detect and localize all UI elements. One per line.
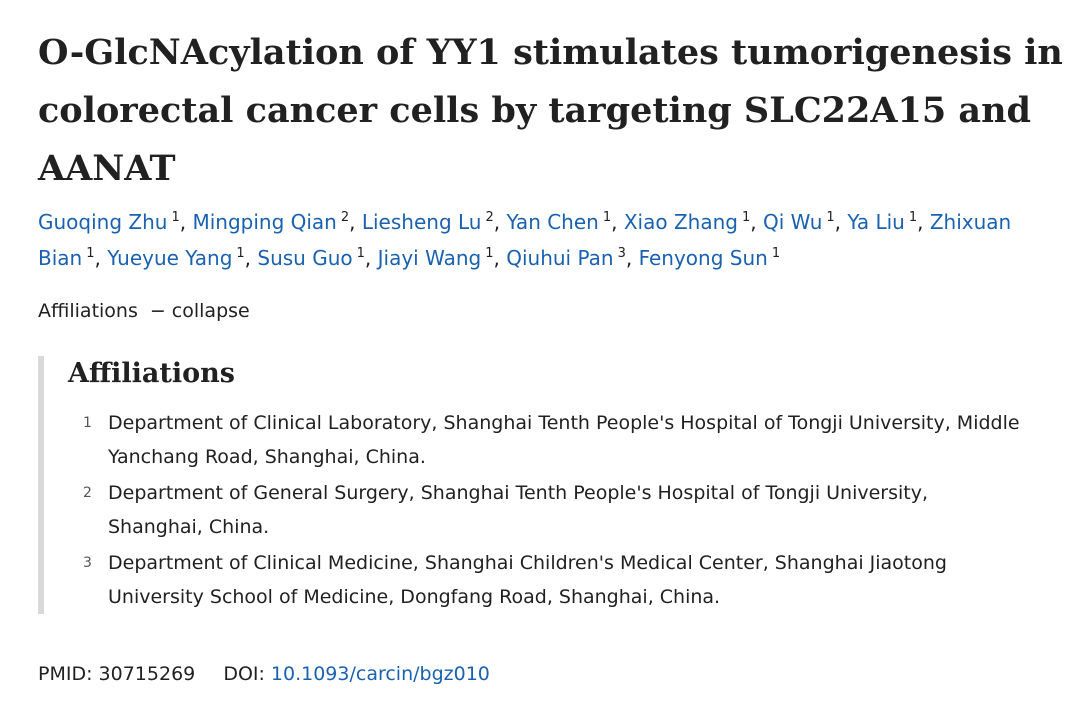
affiliation-item: 1 Department of Clinical Laboratory, Sha…	[68, 406, 1028, 474]
author-link[interactable]: Ya Liu	[847, 210, 905, 234]
author-item: Yan Chen 1,	[506, 210, 624, 234]
author-affiliation-number[interactable]: 1	[908, 210, 918, 225]
author-link[interactable]: Yan Chen	[506, 210, 599, 234]
affiliation-number: 3	[83, 555, 92, 571]
pmid-value: 30715269	[98, 663, 196, 685]
doi-link[interactable]: 10.1093/carcin/bgz010	[270, 663, 490, 685]
author-link[interactable]: Mingping Qian	[192, 210, 337, 234]
author-affiliation-number[interactable]: 1	[741, 210, 751, 225]
affiliations-toggle[interactable]: Affiliations − collapse	[38, 296, 250, 326]
author-affiliation-number[interactable]: 1	[826, 210, 835, 225]
author-item: Qi Wu 1,	[762, 210, 848, 234]
affiliation-item: 2 Department of General Surgery, Shangha…	[68, 476, 1028, 544]
affiliation-number: 2	[83, 485, 92, 501]
author-item: Mingping Qian 2,	[192, 210, 362, 234]
affiliations-panel: Affiliations 1 Department of Clinical La…	[38, 356, 1044, 614]
author-link[interactable]: Yueyue Yang	[107, 246, 233, 270]
collapse-link[interactable]: collapse	[171, 300, 250, 322]
author-link[interactable]: Jiayi Wang	[377, 246, 482, 270]
author-link[interactable]: Zhixuan Bian	[38, 210, 1012, 270]
author-affiliation-number[interactable]: 1	[356, 246, 365, 261]
author-item: Fenyong Sun 1	[639, 246, 781, 270]
affiliations-list: 1 Department of Clinical Laboratory, Sha…	[68, 406, 1028, 616]
author-link[interactable]: Fenyong Sun	[638, 246, 768, 270]
author-link[interactable]: Qi Wu	[762, 210, 823, 234]
affiliation-text: Department of General Surgery, Shanghai …	[108, 482, 929, 538]
author-link[interactable]: Guoqing Zhu	[38, 210, 168, 234]
author-link[interactable]: Qiuhui Pan	[506, 246, 614, 270]
author-affiliation-number[interactable]: 1	[602, 210, 612, 225]
author-item: Qiuhui Pan 3,	[506, 246, 639, 270]
article-identifiers: PMID: 30715269 DOI: 10.1093/carcin/bgz010	[38, 658, 490, 690]
author-affiliation-number[interactable]: 3	[617, 246, 626, 261]
affiliation-item: 3 Department of Clinical Medicine, Shang…	[68, 546, 1028, 614]
author-link[interactable]: Xiao Zhang	[623, 210, 738, 234]
affiliation-number: 1	[83, 415, 92, 431]
author-list: Guoqing Zhu 1, Mingping Qian 2, Liesheng L…	[38, 204, 1068, 276]
author-affiliation-number[interactable]: 1	[171, 210, 180, 225]
author-affiliation-number[interactable]: 2	[340, 210, 350, 225]
pmid-label: PMID:	[38, 663, 93, 685]
author-item: Zhixuan Bian 1,	[38, 210, 1012, 270]
author-item: Guoqing Zhu 1,	[38, 210, 193, 234]
collapse-dash-icon: −	[149, 300, 166, 322]
article-title: O-GlcNAcylation of YY1 stimulates tumori…	[38, 32, 1063, 189]
author-affiliation-number[interactable]: 1	[485, 246, 494, 261]
affiliations-toggle-label: Affiliations	[38, 300, 138, 322]
author-item: Ya Liu 1,	[847, 210, 930, 234]
author-affiliation-number[interactable]: 2	[485, 210, 494, 225]
author-affiliation-number[interactable]: 1	[86, 246, 95, 261]
author-link[interactable]: Liesheng Lu	[361, 210, 482, 234]
author-item: Liesheng Lu 2,	[361, 210, 507, 234]
doi-label: DOI:	[223, 663, 265, 685]
author-affiliation-number[interactable]: 1	[771, 246, 781, 261]
author-item: Xiao Zhang 1,	[623, 210, 763, 234]
author-affiliation-number[interactable]: 1	[236, 246, 245, 261]
author-item: Yueyue Yang 1,	[107, 246, 258, 270]
affiliation-text: Department of Clinical Medicine, Shangha…	[108, 552, 947, 608]
affiliation-text: Department of Clinical Laboratory, Shang…	[108, 412, 1020, 468]
author-link[interactable]: Susu Guo	[257, 246, 353, 270]
affiliations-heading: Affiliations	[68, 358, 235, 389]
author-item: Susu Guo 1,	[257, 246, 378, 270]
author-item: Jiayi Wang 1,	[377, 246, 507, 270]
